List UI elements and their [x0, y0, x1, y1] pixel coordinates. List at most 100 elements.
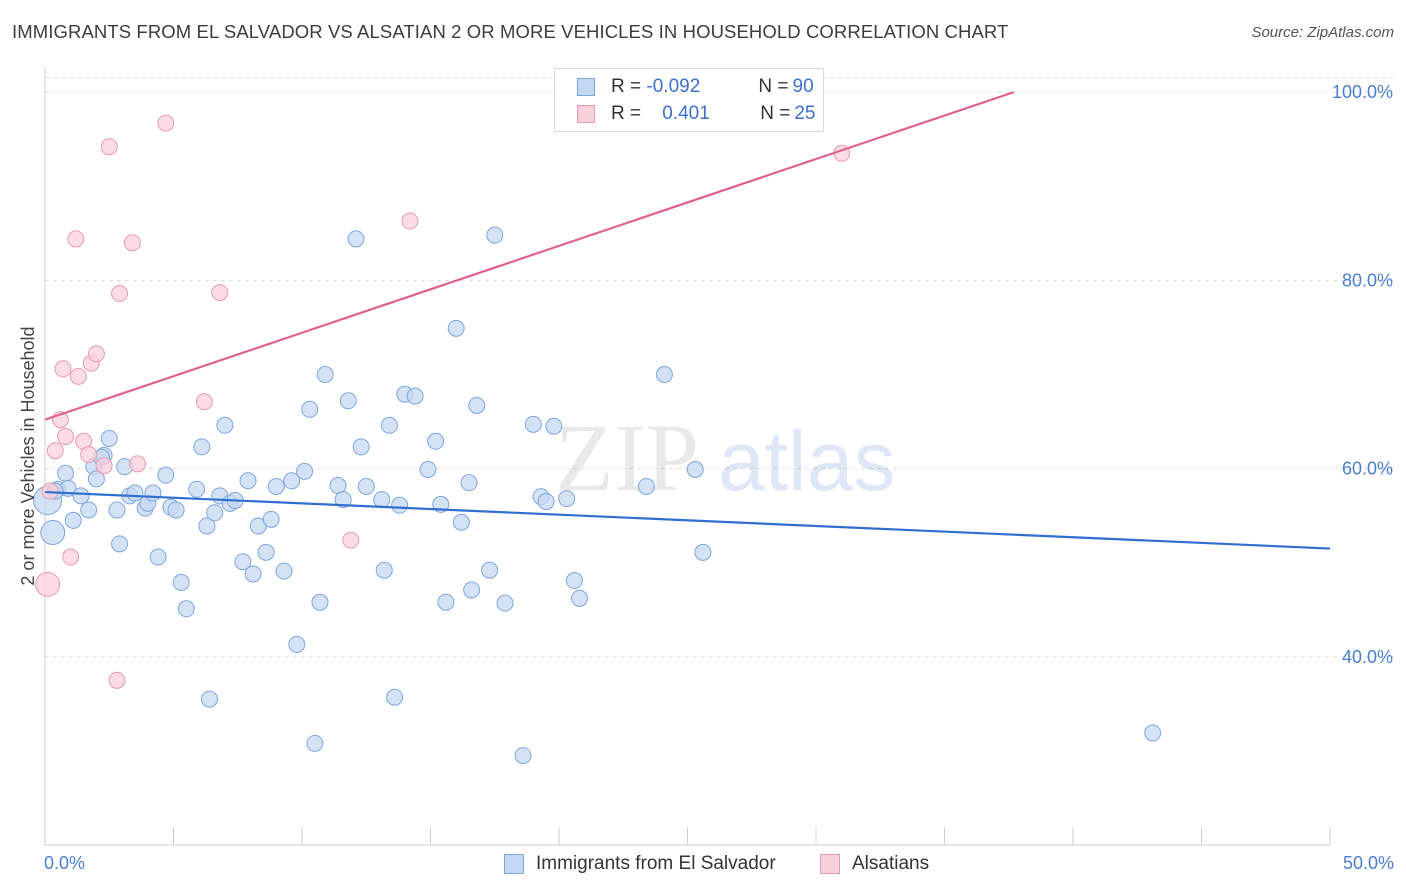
- data-point: [100, 429, 118, 447]
- legend-n-value: 90: [792, 76, 814, 97]
- legend-swatch-blue: [504, 854, 524, 874]
- data-point: [72, 487, 90, 505]
- data-point: [41, 482, 59, 500]
- data-point: [357, 477, 375, 495]
- data-point: [524, 415, 542, 433]
- legend-label: Alsatians: [852, 853, 930, 874]
- data-point: [380, 416, 398, 434]
- x-tick-min: 0.0%: [44, 853, 85, 873]
- legend-swatch-pink: [820, 854, 840, 874]
- y-tick-label: 40.0%: [1342, 647, 1393, 667]
- data-point: [57, 464, 75, 482]
- data-point: [188, 480, 206, 498]
- data-point: [267, 477, 285, 495]
- data-point: [108, 671, 126, 689]
- chart-title: IMMIGRANTS FROM EL SALVADOR VS ALSATIAN …: [12, 21, 1009, 42]
- data-point: [216, 416, 234, 434]
- watermark-zip: ZIP: [555, 404, 699, 511]
- data-point: [437, 593, 455, 611]
- data-point: [406, 387, 424, 405]
- series-el-salvador-points: [33, 226, 1162, 765]
- legend-swatch-pink: [577, 105, 595, 123]
- data-point: [401, 212, 419, 230]
- data-point: [347, 230, 365, 248]
- data-point: [123, 234, 141, 252]
- legend-row-alsatians: R = 0.401 N = 25: [577, 101, 815, 127]
- data-point: [126, 484, 144, 502]
- data-point: [46, 442, 64, 460]
- data-point: [198, 517, 216, 535]
- data-point: [80, 501, 98, 519]
- data-point: [144, 484, 162, 502]
- data-point: [637, 477, 655, 495]
- data-point: [95, 457, 113, 475]
- data-point: [149, 548, 167, 566]
- data-point: [69, 367, 87, 385]
- data-point: [558, 490, 576, 508]
- y-tick-labels: 40.0% 60.0% 80.0% 100.0%: [1332, 82, 1393, 667]
- data-point: [80, 445, 98, 463]
- data-point: [288, 636, 306, 654]
- data-point: [57, 428, 75, 446]
- legend-r-value: -0.092: [646, 76, 701, 97]
- y-tick-label: 80.0%: [1342, 270, 1393, 290]
- data-point: [257, 543, 275, 561]
- data-point: [514, 747, 532, 765]
- data-point: [54, 360, 72, 378]
- data-point: [460, 474, 478, 492]
- data-point: [206, 504, 224, 522]
- data-point: [311, 593, 329, 611]
- data-point: [334, 491, 352, 509]
- data-point: [427, 432, 445, 450]
- data-point: [157, 466, 175, 484]
- legend-r-value: 0.401: [662, 103, 710, 124]
- data-point: [481, 561, 499, 579]
- data-point: [40, 520, 66, 546]
- bottom-legend-alsatians[interactable]: Alsatians: [820, 851, 929, 877]
- data-point: [537, 492, 555, 510]
- axes: [44, 68, 1331, 846]
- data-point: [211, 284, 229, 302]
- legend-r-label: R =: [611, 76, 642, 97]
- data-point: [172, 573, 190, 591]
- legend-r-label: R =: [611, 103, 642, 124]
- data-point: [342, 531, 360, 549]
- data-point: [111, 535, 129, 553]
- trend-line-el-salvador: [44, 490, 1331, 550]
- data-point: [686, 460, 704, 478]
- bottom-legend-el-salvador[interactable]: Immigrants from El Salvador: [504, 851, 776, 877]
- data-point: [352, 438, 370, 456]
- data-point: [87, 345, 105, 363]
- data-point: [244, 565, 262, 583]
- y-tick-label: 100.0%: [1332, 82, 1393, 102]
- data-point: [316, 365, 334, 383]
- data-point: [129, 455, 147, 473]
- data-point: [463, 581, 481, 599]
- data-point: [195, 393, 213, 411]
- data-point: [108, 501, 126, 519]
- data-point: [329, 476, 347, 494]
- data-point: [87, 470, 105, 488]
- legend-n-value: 25: [794, 103, 816, 124]
- data-point: [35, 571, 61, 597]
- data-point: [200, 690, 218, 708]
- series-alsatians-points: [35, 114, 851, 689]
- data-point: [694, 543, 712, 561]
- data-point: [496, 594, 514, 612]
- data-point: [571, 589, 589, 607]
- watermark: ZIP atlas: [555, 404, 895, 511]
- data-point: [373, 491, 391, 509]
- data-point: [447, 319, 465, 337]
- data-point: [100, 138, 118, 156]
- data-point: [391, 496, 409, 514]
- y-axis-label: 2 or more Vehicles in Household: [18, 326, 38, 585]
- data-point: [111, 285, 129, 303]
- data-point: [64, 511, 82, 529]
- legend-swatch-blue: [577, 78, 595, 96]
- data-point: [339, 392, 357, 410]
- data-point: [62, 548, 80, 566]
- data-point: [386, 688, 404, 706]
- data-point: [234, 553, 252, 571]
- data-point: [306, 734, 324, 752]
- data-point: [486, 226, 504, 244]
